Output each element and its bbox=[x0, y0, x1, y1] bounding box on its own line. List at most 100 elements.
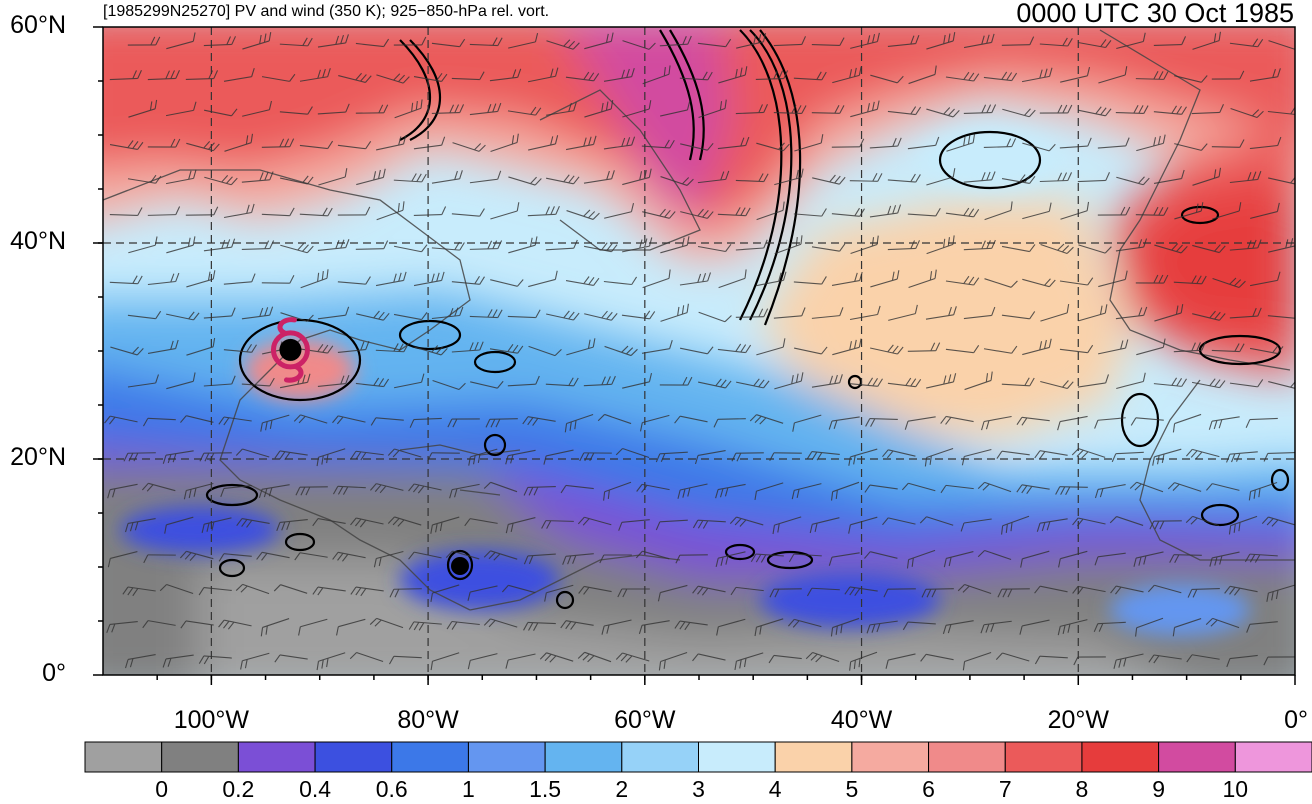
wind-barb bbox=[655, 451, 688, 463]
wind-barb bbox=[697, 244, 732, 253]
wind-barb bbox=[887, 377, 922, 388]
wind-barb bbox=[1094, 484, 1126, 499]
wind-barb bbox=[1174, 202, 1204, 220]
wind-barb bbox=[276, 518, 308, 532]
wind-barb bbox=[787, 618, 822, 628]
wind-barb bbox=[1001, 515, 1030, 535]
wind-barb bbox=[756, 338, 786, 356]
wind-barb bbox=[1135, 206, 1169, 216]
wind-barb bbox=[1110, 585, 1144, 595]
wind-barb bbox=[1129, 481, 1164, 493]
wind-barb bbox=[235, 448, 270, 458]
wind-barb bbox=[280, 175, 314, 185]
wind-barb bbox=[483, 550, 518, 561]
wind-barb bbox=[963, 306, 996, 320]
wind-barb bbox=[147, 206, 181, 216]
wind-barb bbox=[565, 276, 600, 286]
wind-barb bbox=[1211, 70, 1245, 80]
wind-barb bbox=[996, 450, 1030, 459]
wind-barb bbox=[604, 202, 635, 219]
wind-barb bbox=[1036, 518, 1068, 532]
wind-barb bbox=[864, 484, 898, 493]
wind-barb bbox=[507, 375, 540, 387]
wind-barb bbox=[806, 587, 840, 597]
wind-barb bbox=[127, 310, 162, 320]
wind-barb bbox=[185, 206, 219, 216]
wind-barb bbox=[1149, 520, 1182, 530]
wind-barb bbox=[1211, 139, 1245, 148]
wind-barb bbox=[659, 376, 693, 386]
wind-barb bbox=[165, 169, 197, 185]
wind-barb bbox=[143, 554, 176, 564]
wind-barb bbox=[734, 652, 764, 671]
wind-barb bbox=[198, 586, 232, 596]
wind-barb bbox=[1057, 619, 1088, 636]
wind-barb bbox=[408, 621, 442, 631]
wind-barb bbox=[615, 652, 650, 663]
wind-barb bbox=[490, 202, 520, 220]
wind-barb bbox=[1002, 108, 1036, 118]
wind-barb bbox=[1111, 451, 1144, 463]
wind-barb bbox=[393, 244, 428, 253]
wind-barb bbox=[332, 551, 366, 562]
wind-barb bbox=[393, 173, 427, 183]
wind-barb bbox=[337, 276, 371, 285]
wind-barb bbox=[946, 133, 976, 152]
wind-barb bbox=[1246, 621, 1278, 633]
wind-barb bbox=[718, 66, 748, 84]
wind-barb bbox=[166, 32, 196, 50]
wind-barb bbox=[565, 135, 597, 151]
wind-barb bbox=[805, 651, 840, 663]
wind-barb bbox=[1154, 304, 1184, 322]
wind-barb bbox=[349, 651, 384, 663]
wind-barb bbox=[528, 135, 559, 151]
wind-barb bbox=[431, 306, 464, 320]
wind-barb bbox=[431, 38, 466, 48]
wind-barb bbox=[984, 201, 1013, 221]
colorbar-swatch bbox=[84, 741, 163, 773]
wind-barb bbox=[735, 308, 769, 318]
wind-barb bbox=[1212, 277, 1246, 289]
wind-barb bbox=[432, 379, 466, 391]
wind-barb bbox=[336, 618, 366, 636]
wind-barb bbox=[940, 484, 974, 494]
wind-barb bbox=[560, 620, 594, 630]
wind-barb bbox=[1098, 339, 1129, 355]
wind-barb bbox=[749, 414, 784, 425]
colorbar-label: 0.6 bbox=[375, 776, 408, 802]
wind-barb bbox=[413, 271, 445, 287]
wind-barb bbox=[1130, 417, 1164, 426]
wind-barb bbox=[261, 207, 295, 217]
wind-barb bbox=[957, 583, 992, 595]
wind-barb bbox=[312, 586, 346, 596]
wind-barb bbox=[887, 173, 921, 183]
wind-barb bbox=[731, 452, 764, 462]
wind-barb bbox=[926, 373, 957, 389]
wind-barb bbox=[1205, 617, 1240, 629]
wind-barb bbox=[1022, 202, 1052, 220]
wind-barb bbox=[674, 620, 708, 631]
wind-barb bbox=[882, 449, 916, 459]
wind-barb bbox=[1040, 380, 1074, 390]
wind-barb bbox=[469, 309, 503, 319]
wind-barb bbox=[584, 310, 618, 321]
wind-barb bbox=[831, 271, 863, 286]
wind-barb bbox=[1019, 619, 1050, 635]
wind-barb bbox=[1173, 275, 1207, 285]
wind-barb bbox=[566, 338, 596, 356]
wind-barb bbox=[848, 516, 878, 534]
wind-barb bbox=[337, 206, 371, 216]
wind-barb bbox=[430, 584, 460, 602]
wind-barb bbox=[147, 339, 179, 354]
wind-barb bbox=[159, 583, 194, 595]
wind-barb bbox=[464, 518, 498, 527]
wind-barb bbox=[1147, 584, 1182, 594]
wind-barb bbox=[1229, 379, 1264, 388]
wind-barb bbox=[242, 32, 272, 50]
wind-barb bbox=[485, 418, 518, 428]
wind-barb bbox=[583, 170, 615, 184]
wind-barb bbox=[1187, 588, 1220, 598]
wind-barb bbox=[1098, 66, 1128, 84]
wind-barb bbox=[318, 168, 348, 186]
wind-barb bbox=[337, 341, 370, 353]
